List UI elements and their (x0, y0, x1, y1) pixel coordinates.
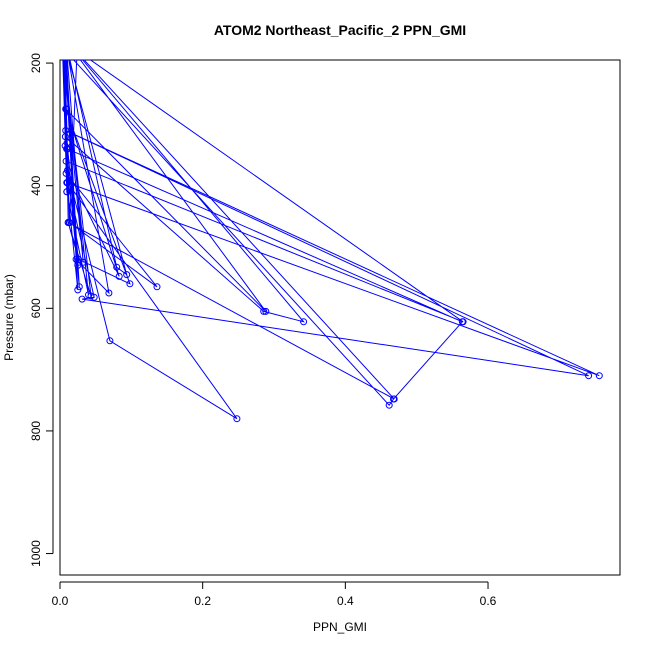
y-tick-label: 600 (29, 298, 43, 318)
data-point (262, 307, 270, 315)
data-point (62, 36, 68, 42)
data-point (233, 415, 241, 423)
data-point (62, 42, 68, 48)
x-axis-label: PPN_GMI (313, 620, 367, 634)
data-point (62, 26, 68, 32)
data-point (75, 258, 82, 266)
data-point (61, 133, 69, 141)
data-point (78, 295, 86, 303)
data-point (105, 289, 113, 297)
data-point (79, 258, 87, 266)
data-point (62, 157, 70, 165)
data-point (106, 337, 114, 345)
data-point (62, 36, 68, 42)
data-point (74, 48, 80, 54)
data-point (90, 293, 98, 301)
data-point (595, 372, 603, 380)
y-axis: 200 400 600 800 1000 (29, 53, 54, 567)
data-point (62, 105, 70, 113)
data-point (126, 280, 134, 288)
data-point (61, 42, 67, 48)
data-point (458, 318, 466, 326)
y-axis-label: Pressure (mbar) (2, 274, 16, 361)
data-point (62, 36, 68, 42)
data-point (60, 45, 66, 51)
data-point (390, 395, 397, 403)
data-point (74, 261, 82, 269)
data-point (63, 139, 71, 147)
data-point (62, 17, 68, 23)
plot-frame (59, 59, 621, 576)
data-point (63, 179, 71, 187)
x-tick-label: 0.6 (480, 594, 497, 608)
y-tick-label: 1000 (29, 540, 43, 567)
series-layer (60, 17, 603, 423)
data-point (153, 283, 161, 291)
chart-title: ATOM2 Northeast_Pacific_2 PPN_GMI (214, 22, 466, 38)
x-tick-label: 0.0 (52, 594, 69, 608)
x-axis: 0.0 0.2 0.4 0.6 (52, 581, 497, 608)
y-tick-label: 800 (29, 421, 43, 441)
data-point (63, 188, 71, 196)
y-tick-label: 200 (29, 53, 43, 73)
data-point (64, 219, 72, 226)
data-point (60, 45, 66, 51)
data-point (64, 166, 71, 174)
data-point (62, 36, 68, 42)
data-point (585, 372, 593, 380)
x-tick-label: 0.4 (337, 594, 354, 608)
y-tick-label: 400 (29, 175, 43, 195)
data-point (60, 42, 66, 48)
x-tick-label: 0.2 (194, 594, 211, 608)
data-point (62, 42, 68, 48)
data-point (61, 42, 67, 48)
data-point (87, 292, 95, 300)
series-line (62, 60, 600, 420)
data-point (123, 271, 131, 279)
data-point (61, 39, 67, 45)
data-point (75, 283, 83, 291)
data-point (60, 45, 66, 51)
data-point (60, 48, 66, 54)
data-point (385, 401, 393, 409)
data-point (115, 272, 123, 280)
data-point (300, 318, 308, 326)
data-point (260, 307, 268, 315)
data-point (61, 17, 67, 23)
data-point (113, 263, 121, 271)
